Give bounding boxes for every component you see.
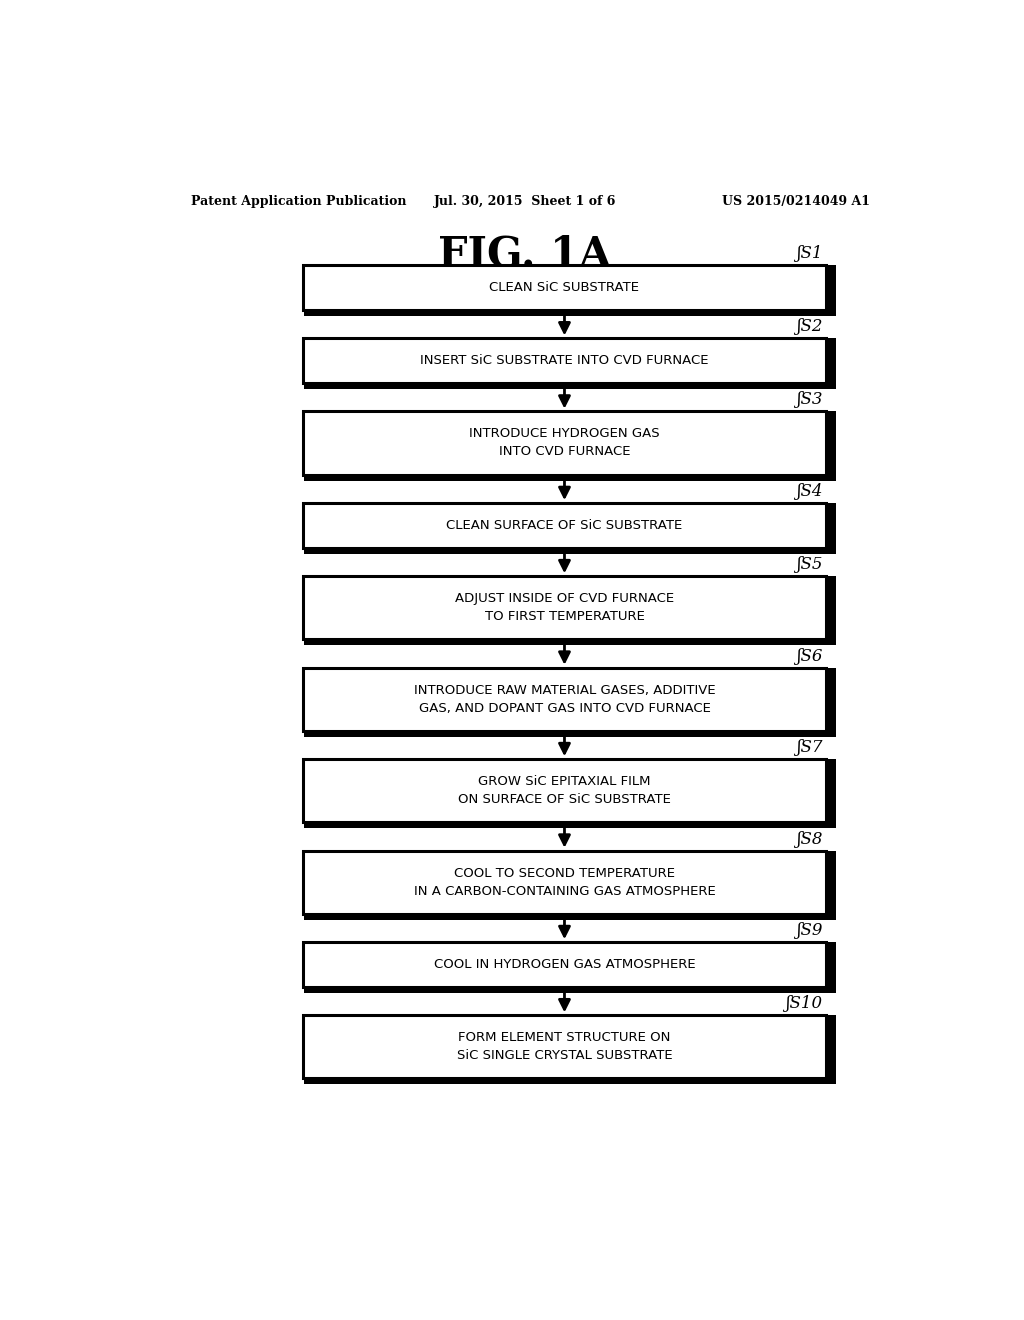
- Text: COOL IN HYDROGEN GAS ATMOSPHERE: COOL IN HYDROGEN GAS ATMOSPHERE: [434, 958, 695, 972]
- Text: ʃS10: ʃS10: [785, 995, 822, 1012]
- Bar: [303, 265, 826, 310]
- Bar: [304, 474, 836, 480]
- Bar: [304, 913, 836, 920]
- Bar: [303, 503, 826, 548]
- Bar: [826, 576, 836, 645]
- Text: ʃS5: ʃS5: [796, 556, 822, 573]
- Bar: [304, 310, 836, 315]
- Bar: [826, 265, 836, 315]
- Bar: [303, 850, 826, 913]
- Text: ʃS1: ʃS1: [796, 246, 822, 263]
- Bar: [304, 1078, 836, 1084]
- Bar: [303, 412, 826, 474]
- Bar: [303, 1015, 826, 1078]
- Bar: [826, 1015, 836, 1084]
- Text: FORM ELEMENT STRUCTURE ON
SiC SINGLE CRYSTAL SUBSTRATE: FORM ELEMENT STRUCTURE ON SiC SINGLE CRY…: [457, 1031, 673, 1063]
- Text: INTRODUCE HYDROGEN GAS
INTO CVD FURNACE: INTRODUCE HYDROGEN GAS INTO CVD FURNACE: [469, 428, 659, 458]
- Bar: [303, 576, 826, 639]
- Bar: [826, 668, 836, 737]
- Text: Jul. 30, 2015  Sheet 1 of 6: Jul. 30, 2015 Sheet 1 of 6: [433, 194, 616, 207]
- Text: US 2015/0214049 A1: US 2015/0214049 A1: [722, 194, 870, 207]
- Text: ʃS8: ʃS8: [796, 830, 822, 847]
- Bar: [304, 822, 836, 828]
- Bar: [304, 383, 836, 389]
- Bar: [826, 503, 836, 554]
- Text: CLEAN SiC SUBSTRATE: CLEAN SiC SUBSTRATE: [489, 281, 639, 294]
- Bar: [303, 338, 826, 383]
- Text: FIG. 1A: FIG. 1A: [438, 234, 611, 276]
- Bar: [304, 548, 836, 554]
- Bar: [303, 668, 826, 731]
- Text: CLEAN SURFACE OF SiC SUBSTRATE: CLEAN SURFACE OF SiC SUBSTRATE: [446, 519, 683, 532]
- Text: ʃS6: ʃS6: [796, 648, 822, 664]
- Text: Patent Application Publication: Patent Application Publication: [191, 194, 407, 207]
- Text: ʃS2: ʃS2: [796, 318, 822, 335]
- Text: ʃS4: ʃS4: [796, 483, 822, 500]
- Bar: [826, 850, 836, 920]
- Bar: [826, 942, 836, 993]
- Text: ADJUST INSIDE OF CVD FURNACE
TO FIRST TEMPERATURE: ADJUST INSIDE OF CVD FURNACE TO FIRST TE…: [455, 593, 674, 623]
- Bar: [826, 759, 836, 828]
- Text: ʃS3: ʃS3: [796, 392, 822, 408]
- Text: COOL TO SECOND TEMPERATURE
IN A CARBON-CONTAINING GAS ATMOSPHERE: COOL TO SECOND TEMPERATURE IN A CARBON-C…: [414, 866, 716, 898]
- Bar: [304, 639, 836, 645]
- Text: GROW SiC EPITAXIAL FILM
ON SURFACE OF SiC SUBSTRATE: GROW SiC EPITAXIAL FILM ON SURFACE OF Si…: [458, 775, 671, 807]
- Bar: [826, 412, 836, 480]
- Bar: [826, 338, 836, 389]
- Text: INSERT SiC SUBSTRATE INTO CVD FURNACE: INSERT SiC SUBSTRATE INTO CVD FURNACE: [420, 354, 709, 367]
- Bar: [304, 987, 836, 993]
- Text: ʃS7: ʃS7: [796, 739, 822, 756]
- Text: INTRODUCE RAW MATERIAL GASES, ADDITIVE
GAS, AND DOPANT GAS INTO CVD FURNACE: INTRODUCE RAW MATERIAL GASES, ADDITIVE G…: [414, 684, 716, 714]
- Bar: [303, 759, 826, 822]
- Bar: [303, 942, 826, 987]
- Bar: [304, 731, 836, 737]
- Text: ʃS9: ʃS9: [796, 921, 822, 939]
